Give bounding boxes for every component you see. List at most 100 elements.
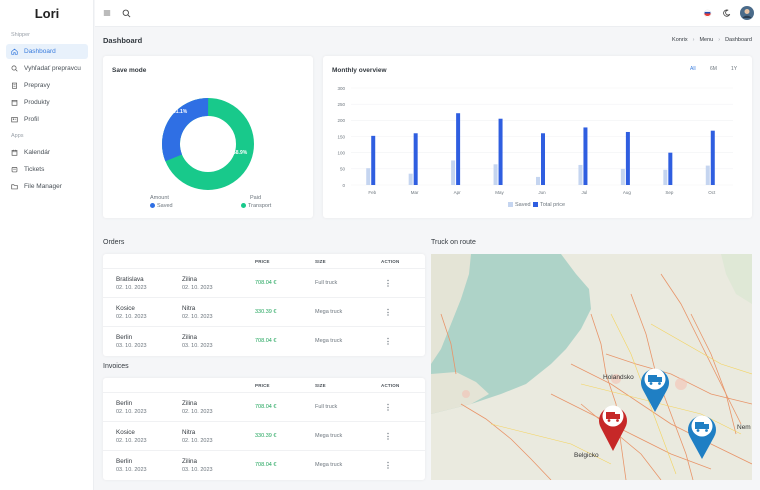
donut-label-transport: 68.9%: [233, 150, 248, 156]
breadcrumb: Konrix › Menu › Dashboard: [672, 37, 752, 43]
legend-dot: [241, 203, 246, 209]
to-date: 02. 10. 2023: [182, 314, 213, 320]
y-tick-label: 300: [337, 86, 345, 91]
x-tick-label: Feb: [368, 190, 376, 195]
legend-total-price: Total price: [533, 202, 565, 208]
x-tick-label: Oct: [708, 190, 716, 195]
to-city: Zilina: [182, 400, 198, 407]
size: Mega truck: [315, 433, 343, 439]
land-denmark: [721, 254, 752, 304]
search-icon[interactable]: [121, 8, 131, 18]
sidebar-item-produkty[interactable]: Produkty: [6, 95, 88, 110]
x-tick-label: Jul: [582, 190, 588, 195]
size: Mega truck: [315, 309, 343, 315]
sidebar-item-label: Prepravy: [24, 82, 51, 89]
sidebar-item-profil[interactable]: Profil: [6, 112, 88, 127]
sidebar-item-kalendar[interactable]: Kalendár: [6, 145, 88, 160]
invoices-title: Invoices: [103, 363, 129, 370]
to-city: Nitra: [182, 305, 196, 312]
folder-icon: [11, 183, 18, 190]
language-flag-icon[interactable]: [702, 8, 712, 18]
more-actions-icon[interactable]: ⋮: [384, 279, 392, 288]
route-map[interactable]: Holandsko Belgicko Nem: [431, 254, 752, 480]
y-tick-label: 150: [337, 134, 345, 139]
table-row[interactable]: Berlin 03. 10. 2023 Zilina 03. 10. 2023 …: [103, 327, 425, 356]
sidebar-item-dashboard[interactable]: Dashboard: [6, 44, 88, 59]
table-row[interactable]: Kosice 02. 10. 2023 Nitra 02. 10. 2023 3…: [103, 422, 425, 451]
table-row[interactable]: Berlin 03. 10. 2023 Zilina 03. 10. 2023 …: [103, 451, 425, 480]
more-actions-icon[interactable]: ⋮: [384, 432, 392, 441]
sidebar-item-label: Vyhľadať prepravcu: [24, 65, 81, 72]
avatar[interactable]: [740, 6, 754, 20]
table-row[interactable]: Berlin 02. 10. 2023 Zilina 02. 10. 2023 …: [103, 393, 425, 422]
sidebar-item-file-manager[interactable]: File Manager: [6, 179, 88, 194]
bar-total-price: [583, 127, 588, 185]
to-date: 02. 10. 2023: [182, 438, 213, 444]
bar-saved: [536, 176, 540, 185]
x-tick-label: Mar: [411, 190, 419, 195]
from-city: Berlin: [116, 400, 133, 407]
orders-table: PRICE SIZE ACTION Bratislava 02. 10. 202…: [103, 254, 425, 356]
x-tick-label: May: [495, 190, 504, 195]
sidebar-item-search-carrier[interactable]: Vyhľadať prepravcu: [6, 61, 88, 76]
bar-total-price: [710, 130, 715, 185]
topbar: [95, 0, 760, 27]
legend-square: [508, 202, 513, 208]
from-city: Berlin: [116, 458, 133, 465]
table-row[interactable]: Kosice 02. 10. 2023 Nitra 02. 10. 2023 3…: [103, 298, 425, 327]
road-network: [440, 273, 752, 480]
map-canvas: Holandsko Belgicko Nem: [431, 254, 752, 480]
land-england: [431, 372, 489, 414]
table-row[interactable]: Bratislava 02. 10. 2023 Zilina 02. 10. 2…: [103, 269, 425, 298]
map-label-nem: Nem: [737, 424, 751, 431]
legend-saved: Saved: [150, 203, 173, 209]
bar-saved: [366, 168, 371, 185]
bar-total-price: [413, 133, 418, 185]
bar-saved: [408, 173, 413, 185]
sidebar-item-tickets[interactable]: Tickets: [6, 162, 88, 177]
theme-toggle-icon[interactable]: [722, 8, 732, 18]
user-card-icon: [11, 116, 18, 123]
legend-dot: [150, 203, 155, 209]
legend-square: [533, 202, 538, 208]
to-city: Zilina: [182, 458, 198, 465]
col-price: PRICE: [255, 258, 270, 264]
truck-pin-red-icon: [599, 405, 627, 451]
clipboard-icon: [11, 82, 18, 89]
col-size: SIZE: [315, 382, 326, 388]
search-icon: [11, 65, 18, 72]
more-actions-icon[interactable]: ⋮: [384, 337, 392, 346]
sidebar: Lori Shipper Dashboard Vyhľadať prepravc…: [0, 0, 94, 490]
sidebar-item-prepravy[interactable]: Prepravy: [6, 78, 88, 93]
x-tick-label: Apr: [454, 190, 462, 195]
card-title: Monthly overview: [332, 67, 387, 74]
size: Mega truck: [315, 462, 343, 468]
more-actions-icon[interactable]: ⋮: [384, 403, 392, 412]
from-date: 02. 10. 2023: [116, 314, 147, 320]
tab-1y[interactable]: 1Y: [731, 66, 738, 72]
tab-6m[interactable]: 6M: [710, 66, 717, 72]
tab-all[interactable]: All: [690, 66, 696, 72]
page-title: Dashboard: [103, 36, 143, 45]
y-tick-label: 200: [337, 118, 345, 123]
truck-pin-blue-icon: [641, 368, 669, 412]
legend-transport-label: Transport: [248, 203, 272, 209]
size: Full truck: [315, 404, 338, 410]
col-action: ACTION: [381, 258, 400, 264]
to-city: Zilina: [182, 276, 198, 283]
breadcrumb-item[interactable]: Konrix: [672, 37, 688, 43]
menu-toggle-icon[interactable]: [102, 8, 112, 18]
card-title: Save mode: [112, 67, 147, 74]
calendar-icon: [11, 149, 18, 156]
legend-total-price-label: Total price: [540, 202, 566, 208]
truck-pin-blue-icon: [688, 415, 716, 459]
breadcrumb-item[interactable]: Menu: [699, 37, 714, 43]
more-actions-icon[interactable]: ⋮: [384, 308, 392, 317]
more-actions-icon[interactable]: ⋮: [384, 461, 392, 470]
from-date: 02. 10. 2023: [116, 285, 147, 291]
from-date: 03. 10. 2023: [116, 343, 147, 349]
app-logo[interactable]: Lori: [34, 6, 60, 21]
x-tick-label: Sep: [665, 190, 674, 195]
ticket-icon: [11, 166, 18, 173]
sidebar-item-label: Dashboard: [24, 48, 56, 55]
